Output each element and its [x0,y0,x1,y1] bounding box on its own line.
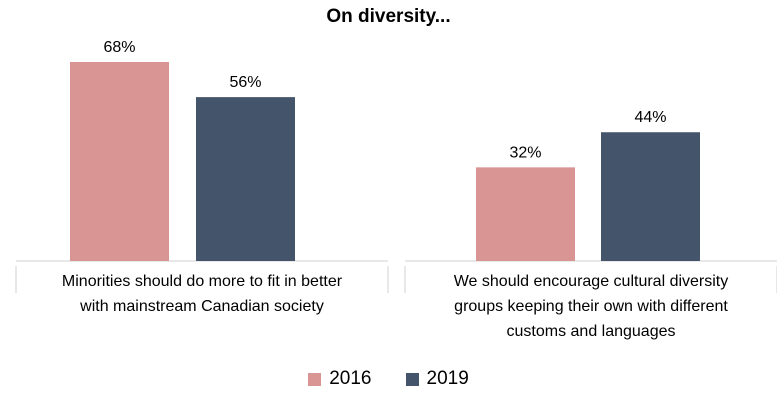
legend: 2016 2019 [0,368,777,390]
legend-swatch-2016 [308,372,322,386]
bar-2019-0 [196,97,295,261]
category-label-left-line1: Minorities should do more to fit in bett… [61,273,343,290]
legend-label-2019: 2019 [426,368,469,389]
value-label-2019-1: 44% [634,109,666,126]
category-label-right-line3: customs and languages [506,323,676,340]
bar-2016-0 [70,62,169,261]
value-label-2019-0: 56% [229,74,261,91]
category-label-left-line2: with mainstream Canadian society [80,298,324,315]
legend-swatch-2019 [405,372,419,386]
legend-item-2019: 2019 [405,368,469,390]
category-label-right-line2: groups keeping their own with different [454,298,728,315]
legend-label-2016: 2016 [329,368,372,389]
bar-2016-1 [476,167,575,261]
category-label-right-line1: We should encourage cultural diversity [453,273,729,290]
value-label-2016-0: 68% [103,39,135,56]
legend-item-2016: 2016 [308,368,372,390]
category-label-left: Minorities should do more to fit in bett… [16,269,388,319]
bar-2019-1 [601,132,700,261]
chart-title: On diversity... [326,6,451,27]
category-label-right: We should encourage cultural diversity g… [405,269,777,344]
value-label-2016-1: 32% [509,144,541,161]
